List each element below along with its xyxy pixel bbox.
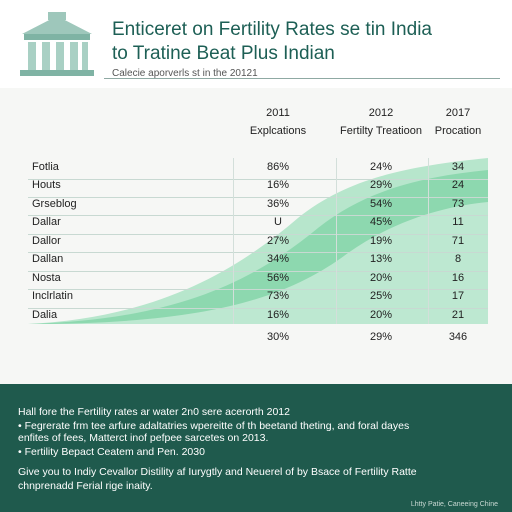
footer-line: enfites of fees, Matterct inof pefpee sa… <box>18 432 269 444</box>
row-label: Inclrlatin <box>32 290 73 303</box>
table-cell: 29% <box>369 179 393 192</box>
table-cell: 27% <box>266 234 290 247</box>
column-label: Explcations <box>249 125 307 137</box>
table-row: Inclrlatin 73% 25% 17 <box>28 287 488 309</box>
total-cell: 30% <box>266 331 290 343</box>
table-cell: 16 <box>451 271 465 284</box>
column-label: Procation <box>434 125 482 137</box>
column-year: 2017 <box>445 107 471 119</box>
footer-line: • Fertility Bepact Ceatem and Pen. 2030 <box>18 446 205 458</box>
table-row: Dallar U 45% 11 <box>28 213 488 235</box>
table-cell: 11 <box>452 216 464 229</box>
column-divider <box>428 158 429 324</box>
decorative-wave <box>28 158 488 324</box>
table-cell: 16% <box>266 179 290 192</box>
row-label: Dallor <box>32 234 61 247</box>
footer-line: Hall fore the Fertility rates ar water 2… <box>18 406 290 418</box>
page-title: Enticeret on Fertility Rates se tin Indi… <box>112 18 502 66</box>
table-body: Fotlia 86% 24% 34 Houts 16% 29% 24 Grseblog 36% 54… <box>28 158 488 324</box>
row-label: Dallan <box>32 253 64 266</box>
row-label: Grseblog <box>32 197 77 210</box>
table-cell: 54% <box>369 197 393 210</box>
column-label: Fertilty Treatioon <box>340 125 422 137</box>
column-header-1: 2011 Explcations <box>233 106 323 138</box>
column-year: 2011 <box>266 107 290 119</box>
table-cell: 86% <box>266 161 290 173</box>
table-cell: 73 <box>451 197 465 210</box>
table-cell: 71 <box>451 234 465 247</box>
column-header-2: 2012 Fertilty Treatioon <box>336 106 426 138</box>
header: Enticeret on Fertility Rates se tin Indi… <box>0 0 512 88</box>
footer-panel: Hall fore the Fertility rates ar water 2… <box>0 384 512 512</box>
table-cell: 17 <box>451 290 465 303</box>
table-cell: 56% <box>266 271 290 284</box>
row-label: Dallar <box>32 216 61 229</box>
data-table: 2011 Explcations 2012 Fertilty Treatioon… <box>28 96 488 356</box>
header-divider <box>104 78 500 79</box>
table-cell: 34 <box>451 161 465 173</box>
footer-credit: Lhtty Patie, Caneeing Chine <box>410 501 498 508</box>
table-cell: 34% <box>266 253 290 266</box>
table-cell: 8 <box>454 253 462 266</box>
table-row: Grseblog 36% 54% 73 <box>28 195 488 217</box>
table-cell: 24 <box>451 179 465 192</box>
column-header-3: 2017 Procation <box>428 106 488 138</box>
total-cell: 29% <box>369 331 393 343</box>
table-cell: 19% <box>369 234 393 247</box>
totals-row: 30% 29% 346 <box>28 328 488 344</box>
table-cell: 13% <box>369 253 393 266</box>
table-cell: 21 <box>451 308 465 321</box>
row-label: Houts <box>32 179 61 192</box>
row-label: Nosta <box>32 271 61 284</box>
table-row: Fotlia 86% 24% 34 <box>28 158 488 180</box>
table-cell: 20% <box>369 308 393 321</box>
footer-line: chnprenadd Ferial rige inaity. <box>18 480 153 492</box>
table-cell: 24% <box>369 161 393 173</box>
table-cell: 20% <box>369 271 393 284</box>
column-divider <box>233 158 234 324</box>
table-row: Nosta 56% 20% 16 <box>28 269 488 291</box>
table-cell: 36% <box>266 197 290 210</box>
table-row: Dallor 27% 19% 71 <box>28 232 488 254</box>
total-cell: 346 <box>448 331 468 343</box>
column-year: 2012 <box>368 107 394 119</box>
table-cell: 73% <box>266 290 290 303</box>
row-label: Fotlia <box>32 161 59 173</box>
footer-line: Give you to Indiy Cevallor Distility af … <box>18 466 417 478</box>
table-cell: 16% <box>266 308 290 321</box>
title-line-2: to Tratine Beat Plus Indian <box>112 43 335 64</box>
page-subtitle: Calecie aporverls st in the 20121 <box>112 68 258 79</box>
table-row: Dallan 34% 13% 8 <box>28 250 488 272</box>
table-row: Dalia 16% 20% 21 <box>28 306 488 324</box>
column-divider <box>336 158 337 324</box>
row-label: Dalia <box>32 308 58 321</box>
table-cell: 45% <box>369 216 393 229</box>
table-row: Houts 16% 29% 24 <box>28 176 488 199</box>
table-cell: U <box>274 216 282 229</box>
footer-line: • Fegrerate frm tee arfure adaltatries w… <box>18 420 410 432</box>
institution-building-icon <box>20 12 94 76</box>
table-cell: 25% <box>369 290 393 303</box>
title-line-1: Enticeret on Fertility Rates se tin Indi… <box>112 19 432 40</box>
